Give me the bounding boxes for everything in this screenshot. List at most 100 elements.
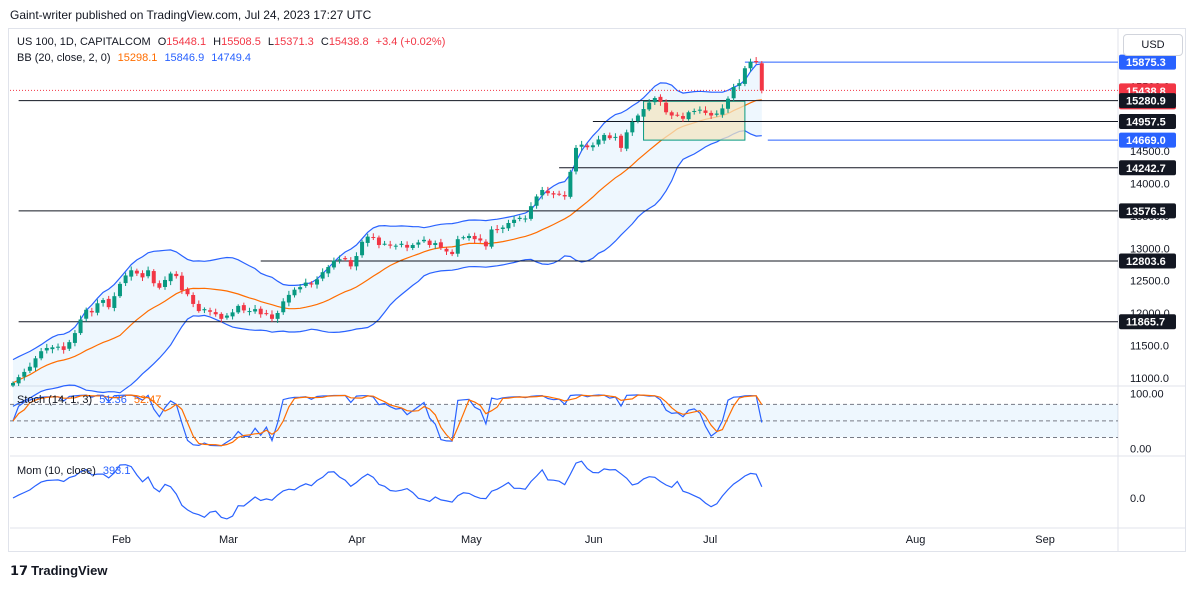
candle-body (230, 312, 235, 317)
tradingview-logo[interactable]: 𝟭𝟳 TradingView (10, 563, 107, 579)
candle-body (331, 260, 336, 268)
candle-body (641, 109, 646, 117)
candle-body (517, 217, 522, 219)
bb-upper-line (12, 63, 762, 361)
mom-y-tick: 0.0 (1130, 493, 1145, 505)
candle-body (438, 242, 443, 248)
candle-body (720, 108, 725, 115)
candle-body (450, 251, 455, 255)
bb-basis-line (12, 99, 762, 384)
candle-body (427, 240, 432, 246)
x-tick-label: Jul (703, 534, 717, 546)
candle-body (168, 273, 173, 282)
price-label-text: 13576.5 (1126, 206, 1166, 218)
price-label-text: 14957.5 (1126, 117, 1166, 129)
candle-body (444, 248, 449, 252)
candle-body (596, 139, 601, 145)
mom-legend: Mom (10, close) 393.1 (17, 465, 134, 477)
candle-body (112, 296, 117, 308)
change-value: +3.4 (+0.02%) (375, 36, 446, 48)
price-label-bg (1119, 114, 1176, 130)
close-value: 15438.8 (328, 36, 369, 48)
candle-body (33, 358, 38, 368)
candle-body (557, 193, 562, 195)
candle-body (360, 241, 365, 256)
price-label-bg (1119, 314, 1176, 330)
candle-body (630, 121, 635, 133)
candle-body (50, 347, 55, 350)
bb-label[interactable]: BB (20, close, 2, 0) (17, 52, 111, 64)
candle-body (574, 147, 578, 172)
price-label-bg (1119, 253, 1176, 269)
candle-body (737, 83, 742, 86)
x-tick-label: Sep (1035, 534, 1055, 546)
candle-body (27, 366, 32, 371)
bb-lower-value: 14749.4 (211, 52, 252, 64)
candle-body (388, 244, 393, 246)
candle-body (56, 346, 61, 348)
candle-body (123, 275, 128, 284)
candle-body (652, 98, 657, 103)
open-label: O15448.1 (157, 36, 207, 48)
candle-body (371, 236, 376, 238)
candle-body (523, 218, 528, 220)
x-tick-label: Apr (348, 534, 365, 546)
y-tick-label: 12500.0 (1130, 276, 1170, 288)
stoch-label[interactable]: Stoch (14, 1, 3) (17, 394, 93, 406)
candle-body (405, 244, 410, 248)
candle-body (22, 371, 27, 377)
symbol-label[interactable]: US 100, 1D, CAPITALCOM (17, 36, 151, 48)
candle-body (202, 309, 207, 311)
candle-body (669, 112, 674, 116)
candle-body (585, 145, 590, 148)
price-label-text: 15875.3 (1126, 57, 1166, 69)
stoch-k-value: 51.36 (99, 394, 127, 406)
bb-lower-line (12, 130, 762, 407)
candle-body (478, 238, 483, 241)
candle-body (742, 68, 747, 84)
candle-body (174, 273, 179, 277)
candle-body (101, 300, 106, 303)
candle-body (416, 242, 421, 245)
candle-body (467, 235, 472, 239)
mom-label[interactable]: Mom (10, close) (17, 465, 96, 477)
stoch-y-tick: 100.00 (1130, 388, 1164, 400)
x-tick-label: Mar (219, 534, 238, 546)
candle-body (540, 189, 545, 196)
candle-body (39, 351, 44, 359)
published-header: Gaint-writer published on TradingView.co… (10, 8, 372, 22)
candle-body (78, 319, 83, 334)
candle-body (579, 144, 584, 147)
candle-body (224, 315, 229, 318)
candle-body (298, 287, 303, 290)
candle-body (196, 303, 201, 312)
candle-body (506, 223, 511, 229)
candle-body (714, 113, 719, 115)
candle-body (726, 98, 731, 109)
candle-body (106, 298, 111, 308)
candle-body (236, 305, 241, 313)
candle-body (731, 87, 736, 99)
candle-body (697, 109, 702, 111)
open-value: 15448.1 (166, 36, 207, 48)
candle-body (303, 282, 308, 286)
candle-body (320, 272, 325, 279)
candle-body (95, 303, 100, 313)
candle-body (748, 61, 753, 69)
price-label-text: 12803.6 (1126, 256, 1166, 268)
y-tick-label: 14000.0 (1130, 179, 1170, 191)
candle-body (382, 243, 387, 245)
price-label-bg (1119, 132, 1176, 148)
chart-frame (8, 28, 1186, 552)
candle-body (692, 110, 697, 112)
candle-body (348, 260, 353, 267)
x-tick-label: May (461, 534, 482, 546)
y-tick-label: 13000.0 (1130, 243, 1170, 255)
candle-body (117, 283, 122, 297)
main-legend: US 100, 1D, CAPITALCOM O15448.1 H15508.5… (17, 36, 449, 48)
candle-body (675, 114, 680, 116)
candle-body (545, 190, 550, 194)
currency-button[interactable]: USD (1123, 34, 1183, 56)
candle-body (247, 311, 252, 313)
